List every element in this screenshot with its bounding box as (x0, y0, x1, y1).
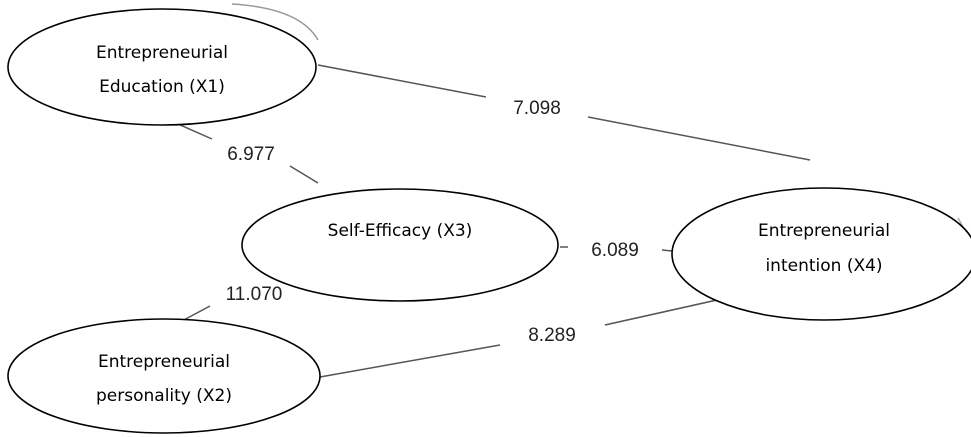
edge-x1-x3-coefficient: 6.977 (227, 144, 275, 165)
node-personality-ellipse (7, 318, 321, 434)
node-intention-ellipse (671, 187, 971, 321)
edge-x3-x4-segment-b (661, 249, 673, 252)
edge-x1-x4-segment-a (317, 64, 487, 98)
edge-x3-x4-coefficient: 6.089 (591, 240, 639, 261)
ellipse-shadow-arc (231, 3, 319, 41)
node-education: Entrepreneurial Education (X1) (7, 8, 317, 126)
node-intention-label-line2: intention (X4) (765, 256, 882, 276)
edge-x1-x4-coefficient: 7.098 (513, 98, 561, 119)
node-personality: Entrepreneurial personality (X2) (7, 318, 321, 434)
edge-x1-x4-segment-b (587, 116, 811, 161)
node-efficacy-label: Self-Efficacy (X3) (328, 221, 473, 241)
node-education-ellipse (7, 8, 317, 126)
node-intention: Entrepreneurial intention (X4) (671, 187, 971, 321)
edge-x1-x3-segment-a (177, 123, 213, 140)
node-education-label-line1: Entrepreneurial (96, 43, 228, 63)
node-efficacy-ellipse (241, 188, 559, 302)
node-personality-label-line1: Entrepreneurial (98, 352, 230, 372)
edge-x1-x3-segment-b (289, 165, 319, 184)
edge-x2-x4-coefficient: 8.289 (528, 325, 576, 346)
edge-x2-x3-coefficient: 11.070 (226, 284, 283, 305)
node-efficacy: Self-Efficacy (X3) (241, 188, 559, 302)
node-education-label-line2: Education (X1) (99, 77, 225, 97)
edge-x2-x4-segment-a (319, 344, 501, 378)
node-intention-label-line1: Entrepreneurial (758, 221, 890, 241)
node-personality-label-line2: personality (X2) (96, 386, 232, 406)
